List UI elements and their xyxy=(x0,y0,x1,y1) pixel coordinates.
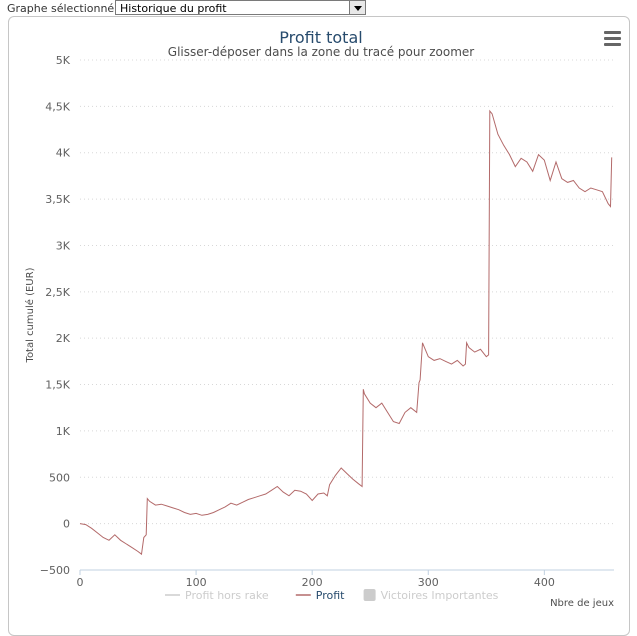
chart-title: Profit total xyxy=(279,28,363,47)
x-tick-label: 300 xyxy=(418,576,439,589)
series-line-profit[interactable] xyxy=(79,109,613,556)
x-tick-label: 0 xyxy=(77,576,84,589)
y-tick-label: −500 xyxy=(40,564,70,577)
x-tick-label: 100 xyxy=(186,576,207,589)
y-tick-label: 1K xyxy=(56,425,71,438)
profit-chart[interactable]: −500 0 500 1K 1,5K 2K 2,5K 3K 3,5K 4K 4,5K 5K 0 100 2… xyxy=(0,0,637,615)
graph-select-value: Historique du profit xyxy=(120,2,227,15)
legend-item[interactable]: Victoires Importantes xyxy=(363,589,499,602)
legend-item[interactable]: Profit hors rake xyxy=(165,589,269,602)
y-tick-label: 3,5K xyxy=(45,193,70,206)
y-tick-label: 4K xyxy=(56,147,71,160)
graph-selector-bar: Graphe sélectionné : Historique du profi… xyxy=(0,0,637,18)
legend-label: Profit xyxy=(316,589,345,602)
dropdown-arrow-icon[interactable] xyxy=(349,1,365,14)
x-axis: 0 100 200 300 400 xyxy=(77,569,614,589)
y-axis-label: Total cumulé (EUR) xyxy=(24,267,36,363)
y-tick-label: 1,5K xyxy=(45,379,70,392)
y-axis-ticks: −500 0 500 1K 1,5K 2K 2,5K 3K 3,5K 4K 4,5K 5K xyxy=(40,54,71,577)
y-tick-label: 2,5K xyxy=(45,286,70,299)
y-tick-label: 3K xyxy=(56,239,71,252)
chart-subtitle: Glisser-déposer dans la zone du tracé po… xyxy=(167,45,475,59)
y-tick-label: 500 xyxy=(49,471,70,484)
series-lines xyxy=(79,109,613,556)
legend-swatch xyxy=(363,589,376,601)
y-tick-label: 2K xyxy=(56,332,71,345)
chart-menu-icon[interactable] xyxy=(604,31,622,46)
legend-label: Profit hors rake xyxy=(185,589,269,602)
graph-select[interactable]: Historique du profit xyxy=(115,0,366,15)
legend: Profit hors rake Profit Victoires Importan… xyxy=(165,589,499,602)
grid-lines xyxy=(80,59,614,571)
graph-selector-label: Graphe sélectionné : xyxy=(7,2,122,15)
x-tick-label: 400 xyxy=(534,576,555,589)
x-tick-label: 200 xyxy=(302,576,323,589)
y-tick-label: 5K xyxy=(56,54,71,67)
legend-label: Victoires Importantes xyxy=(381,589,499,602)
y-tick-label: 0 xyxy=(63,518,70,531)
x-axis-label: Nbre de jeux xyxy=(550,598,614,609)
legend-item[interactable]: Profit xyxy=(295,589,345,602)
y-tick-label: 4,5K xyxy=(45,100,70,113)
